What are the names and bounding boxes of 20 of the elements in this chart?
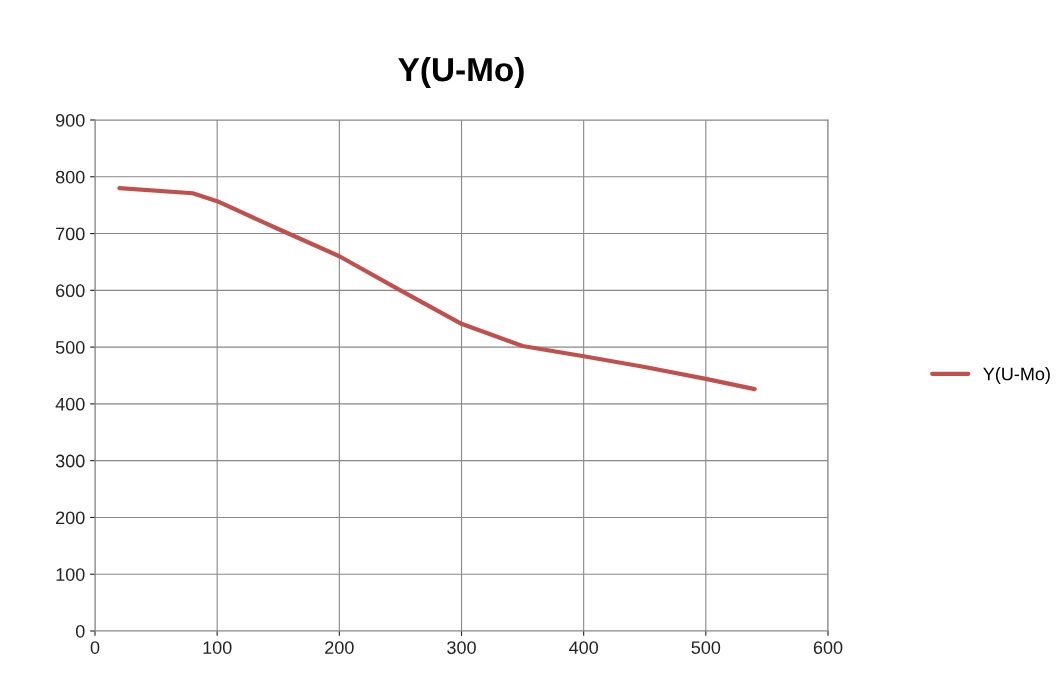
y-tick-label: 500: [55, 341, 85, 354]
y-tick-label: 600: [56, 284, 85, 298]
y-tick-label: 200: [56, 511, 85, 525]
y-tick-label: 0: [75, 624, 85, 638]
x-tick-label: 100: [203, 641, 232, 654]
x-tick-label: 0: [90, 641, 100, 654]
line-series: [117, 186, 757, 392]
y-tick-label: 900: [56, 113, 85, 127]
x-tick-label: 500: [691, 641, 721, 654]
y-tick-label: 800: [55, 170, 85, 184]
y-tick-label: 100: [56, 568, 85, 581]
y-tick-label: 300: [55, 454, 85, 468]
x-tick-label: 400: [569, 641, 599, 654]
legend-label: Y(U-Mo): [983, 367, 1050, 384]
y-tick-label: 400: [55, 397, 85, 411]
chart-title: Y(U-Mo): [398, 56, 524, 89]
x-tick-label: 200: [325, 641, 354, 654]
x-tick-label: 600: [813, 641, 843, 654]
x-tick-label: 300: [447, 641, 476, 654]
y-tick-label: 700: [56, 227, 85, 241]
